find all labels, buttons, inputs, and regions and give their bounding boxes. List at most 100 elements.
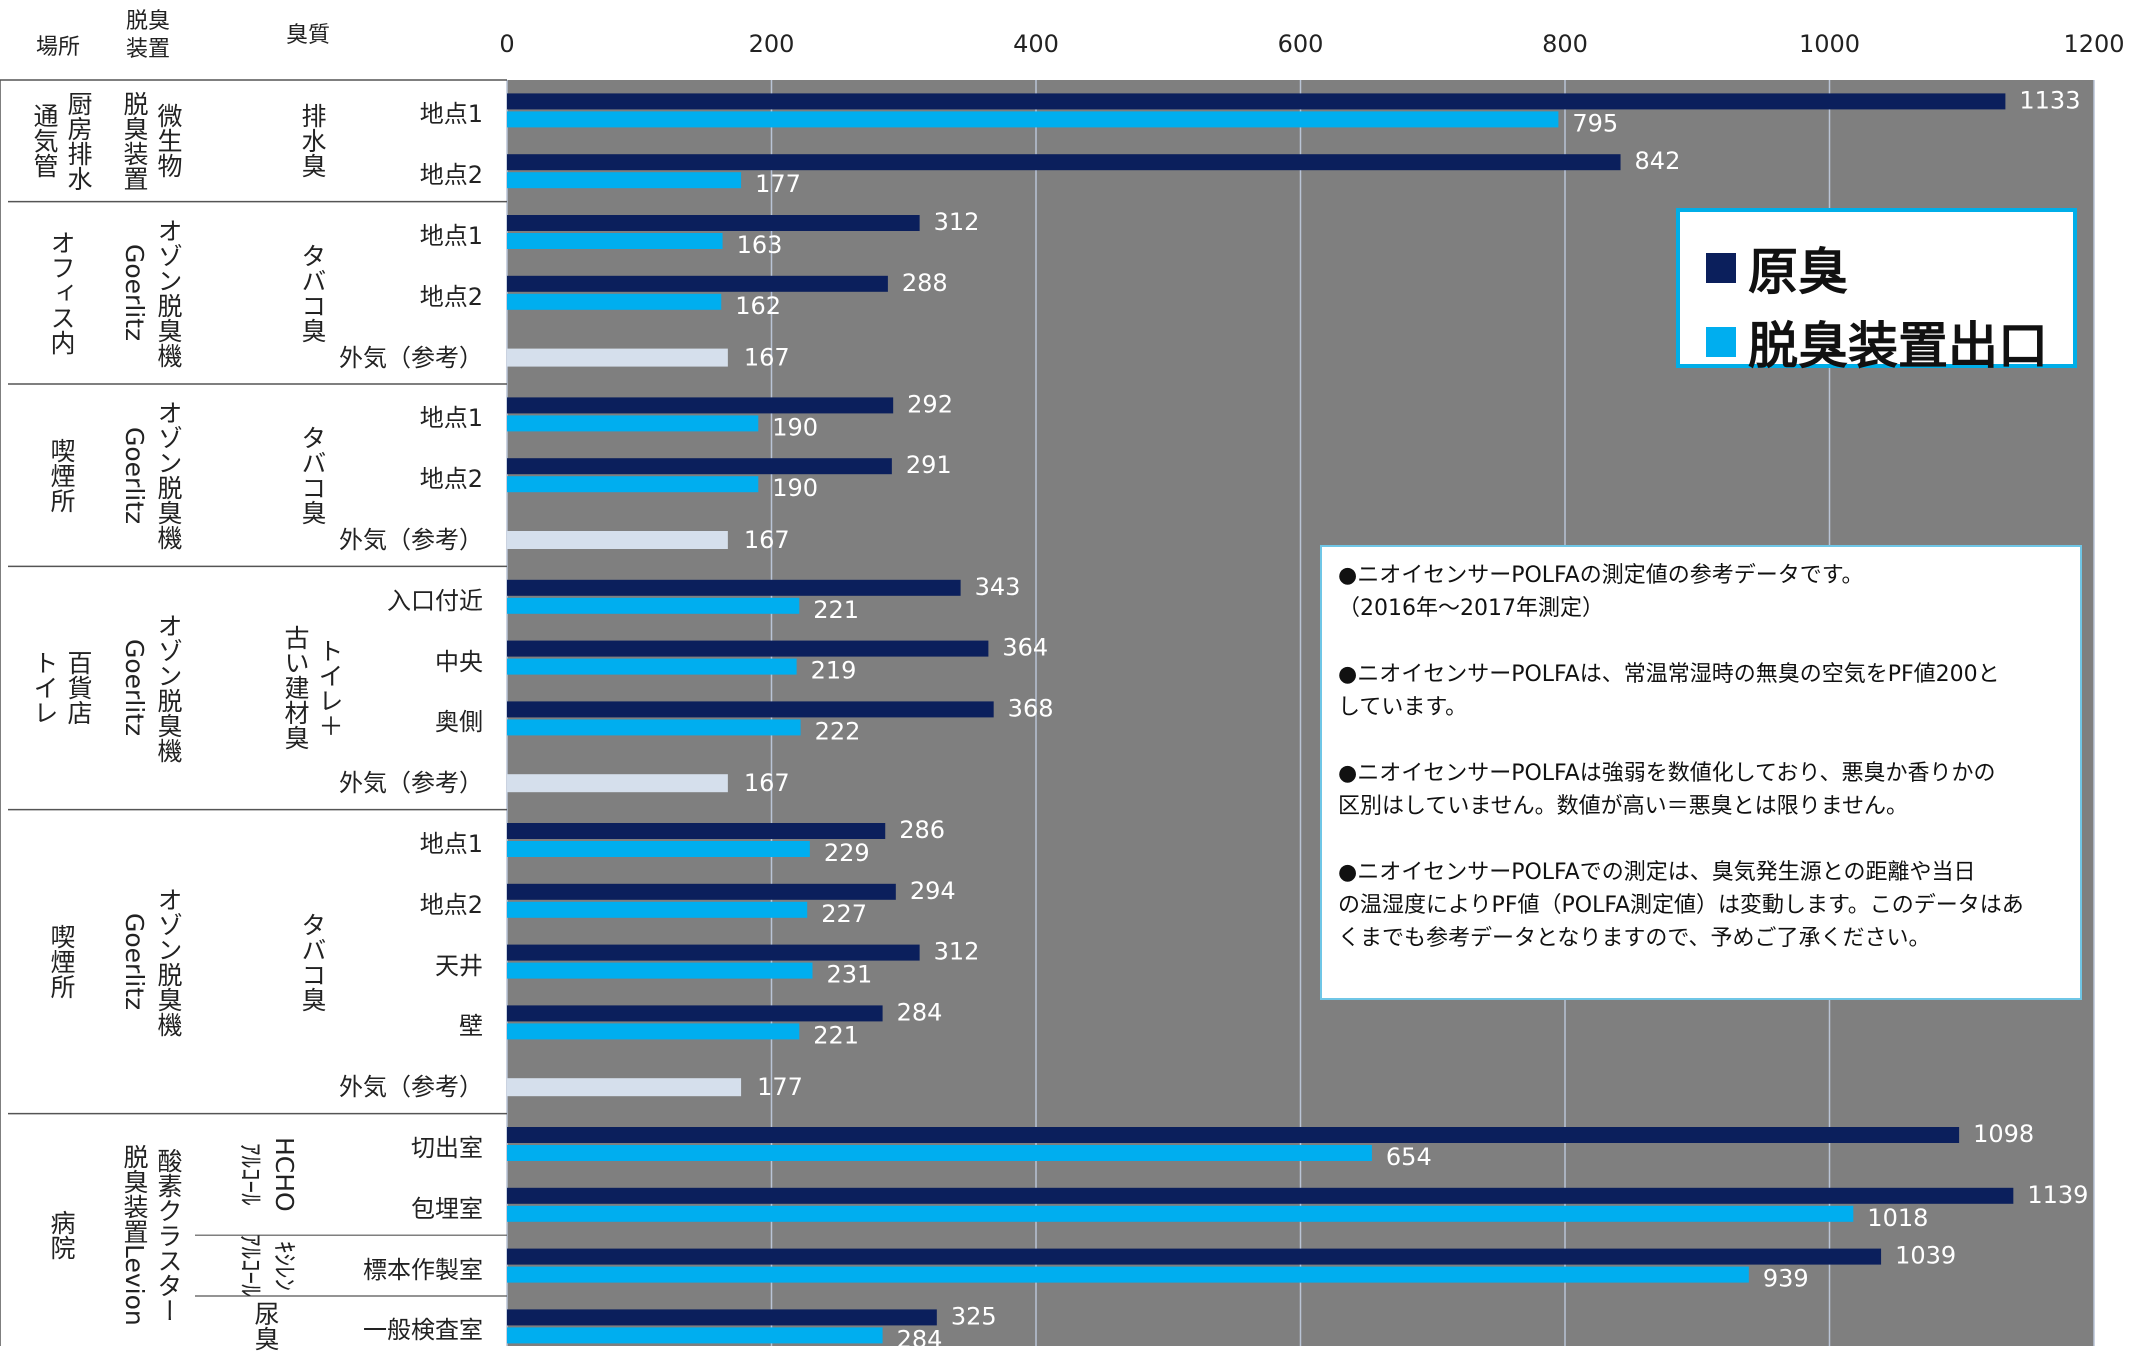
group-location: 病院	[47, 1210, 76, 1261]
legend-item-raw: 原臭	[1706, 232, 1848, 304]
data-label-outdoor: 167	[744, 769, 790, 797]
bar-raw	[507, 1187, 2014, 1204]
group-device: オゾン脱臭機 Goerlitz	[120, 217, 183, 368]
bar-outlet	[507, 172, 742, 189]
bar-outlet	[507, 415, 759, 432]
note-line: （2016年～2017年測定）	[1338, 596, 1604, 621]
header-location: 場所	[35, 35, 80, 60]
bar-raw	[507, 275, 888, 292]
category-label: 入口付近	[387, 586, 483, 615]
category-label: 地点1	[419, 404, 483, 433]
note-line	[1338, 823, 2064, 856]
x-tick-label: 800	[1542, 30, 1588, 58]
hospital-odor-label: HCHO ｱﾙｺｰﾙ	[236, 1137, 299, 1212]
data-label-raw: 294	[910, 877, 956, 905]
data-label-outlet: 177	[755, 170, 801, 198]
data-label-outlet: 163	[737, 231, 783, 259]
bar-raw	[507, 640, 989, 657]
category-label: 切出室	[411, 1134, 483, 1162]
x-tick-label: 1200	[2063, 30, 2124, 58]
bar-raw	[507, 883, 896, 900]
bar-raw	[507, 93, 2006, 110]
data-label-raw: 286	[899, 816, 945, 844]
data-label-outlet: 284	[897, 1325, 943, 1346]
category-label: 包埋室	[411, 1194, 483, 1223]
data-label-outlet: 219	[811, 657, 857, 685]
note-line: しています。	[1338, 695, 1468, 720]
group-odor: トイレ＋ 古い建材臭	[281, 625, 344, 751]
category-label: 地点2	[419, 465, 483, 494]
x-tick-label: 0	[499, 30, 514, 58]
hospital-odor-label: 尿臭	[251, 1301, 280, 1352]
note-line: ●ニオイセンサーPOLFAは強弱を数値化しており、悪臭か香りかの	[1338, 761, 1996, 786]
bar-outlet	[507, 476, 759, 493]
bar-raw	[507, 154, 1621, 171]
header-device: 脱臭 装置	[125, 9, 170, 62]
data-label-outlet: 939	[1763, 1265, 1809, 1293]
bar-outlet	[507, 293, 722, 310]
bar-raw	[507, 579, 961, 596]
data-label-outdoor: 177	[757, 1073, 803, 1101]
x-tick-label: 600	[1278, 30, 1324, 58]
data-label-outlet: 231	[826, 961, 872, 989]
bar-outlet	[507, 962, 813, 979]
note-line	[1338, 625, 2064, 658]
x-tick-label: 200	[749, 30, 795, 58]
bar-outdoor	[507, 531, 728, 549]
group-device: オゾン脱臭機 Goerlitz	[120, 612, 183, 763]
category-label: 地点1	[419, 100, 483, 129]
legend-label-outlet: 脱臭装置出口	[1748, 317, 2048, 375]
data-label-outdoor: 167	[744, 526, 790, 554]
group-device: オゾン脱臭機 Goerlitz	[120, 886, 183, 1037]
data-label-raw: 291	[906, 451, 952, 479]
bar-outdoor	[507, 1078, 742, 1097]
note-box: ●ニオイセンサーPOLFAの測定値の参考データです。 （2016年～2017年測…	[1320, 545, 2082, 1000]
category-label: 壁	[459, 1012, 483, 1041]
data-label-raw: 364	[1002, 634, 1048, 662]
category-label: 天井	[435, 951, 483, 980]
group-odor: タバコ臭	[298, 242, 327, 343]
data-label-outlet: 162	[735, 292, 781, 320]
data-label-outlet: 795	[1572, 109, 1618, 137]
legend-swatch-outlet	[1706, 327, 1736, 357]
bar-raw	[507, 944, 920, 961]
category-label: 地点1	[419, 830, 483, 858]
bar-raw	[507, 1309, 937, 1326]
legend: 原臭 脱臭装置出口	[1676, 208, 2077, 375]
data-label-outlet: 654	[1386, 1143, 1432, 1171]
bar-raw	[507, 701, 994, 718]
header-odor: 臭質	[285, 23, 330, 48]
bar-raw	[507, 1005, 883, 1022]
bar-raw	[507, 1127, 1960, 1143]
bar-outlet	[507, 1266, 1749, 1283]
data-label-outlet: 229	[824, 839, 870, 867]
note-line	[1338, 724, 2064, 757]
category-label: 標本作製室	[363, 1255, 483, 1284]
group-odor: 排水臭	[298, 103, 327, 179]
bar-outlet	[507, 841, 810, 857]
data-label-raw: 312	[934, 208, 980, 236]
bar-outdoor	[507, 348, 728, 367]
x-tick-label: 400	[1013, 30, 1059, 58]
bar-outlet	[507, 233, 723, 249]
group-location: 百貨店 トイレ	[30, 650, 93, 726]
note-line: ●ニオイセンサーPOLFAでの測定は、臭気発生源との距離や当日	[1338, 860, 1976, 885]
note-line: の温湿度によりPF値（POLFA測定値）は変動します。このデータはあ	[1338, 893, 2024, 918]
group-location: オフィス内	[47, 230, 76, 356]
bar-outlet	[507, 1205, 1854, 1222]
group-odor: タバコ臭	[298, 425, 327, 526]
bar-outdoor	[507, 774, 728, 793]
data-label-raw: 1139	[2027, 1181, 2088, 1209]
category-label: 中央	[435, 647, 483, 676]
bar-outlet	[507, 1327, 883, 1344]
hospital-odor-label: ｷｼﾚﾝ ｱﾙｺｰﾙ	[236, 1234, 299, 1297]
group-odor: タバコ臭	[298, 911, 327, 1012]
bar-raw	[507, 823, 886, 839]
data-label-raw: 842	[1635, 147, 1681, 175]
bar-outlet	[507, 719, 801, 736]
data-label-raw: 312	[934, 938, 980, 966]
data-label-raw: 325	[951, 1302, 997, 1330]
legend-item-outlet: 脱臭装置出口	[1706, 306, 2048, 378]
